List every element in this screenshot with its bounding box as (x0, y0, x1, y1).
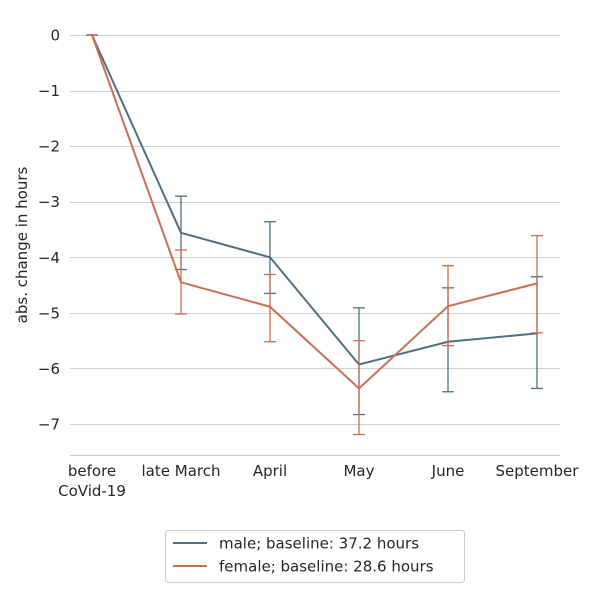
x-tick-labels: before CoVid-19 late March April May June Sept… (58, 462, 579, 500)
x-tick-label-line: before (68, 462, 116, 480)
legend-frame (165, 530, 465, 583)
grid-layer (70, 35, 560, 425)
y-tick-label: 0 (50, 27, 60, 45)
series-line (91, 34, 538, 390)
legend-label-male: male; baseline: 37.2 hours (219, 535, 419, 553)
x-tick-label: September (496, 462, 580, 480)
y-axis-label: abs. change in hours (13, 166, 31, 323)
data-point (536, 282, 538, 285)
x-tick-label-line: late March (142, 462, 221, 480)
data-point (180, 281, 182, 284)
x-tick-label: May (343, 462, 374, 480)
y-tick-label: −3 (38, 193, 60, 211)
data-point (180, 231, 182, 234)
y-tick-label: −6 (38, 360, 60, 378)
x-tick-label: late March (142, 462, 221, 480)
y-tick-labels: 0 −1 −2 −3 −4 −5 −6 −7 (38, 27, 60, 434)
x-tick-label-line: CoVid-19 (58, 482, 126, 500)
y-tick-label: −4 (38, 249, 60, 267)
data-point (269, 305, 271, 308)
data-point (358, 387, 360, 390)
series-line (91, 34, 538, 366)
x-tick-label: before CoVid-19 (58, 462, 126, 500)
x-tick-label: June (431, 462, 465, 480)
series-layer (86, 34, 543, 436)
x-tick-label: April (253, 462, 287, 480)
data-point (91, 34, 93, 36)
legend-label-female: female; baseline: 28.6 hours (219, 558, 434, 576)
y-tick-label: −1 (38, 82, 60, 100)
x-tick-label-line: May (343, 462, 374, 480)
legend: male; baseline: 37.2 hours female; basel… (165, 530, 465, 583)
data-point (447, 305, 449, 308)
y-tick-label: −7 (38, 415, 60, 433)
data-point (269, 256, 271, 259)
x-tick-label-line: April (253, 462, 287, 480)
series-1 (86, 34, 543, 436)
y-tick-label: −5 (38, 304, 60, 322)
y-tick-label: −2 (38, 138, 60, 156)
x-tick-label-line: September (496, 462, 580, 480)
x-tick-label-line: June (431, 462, 465, 480)
